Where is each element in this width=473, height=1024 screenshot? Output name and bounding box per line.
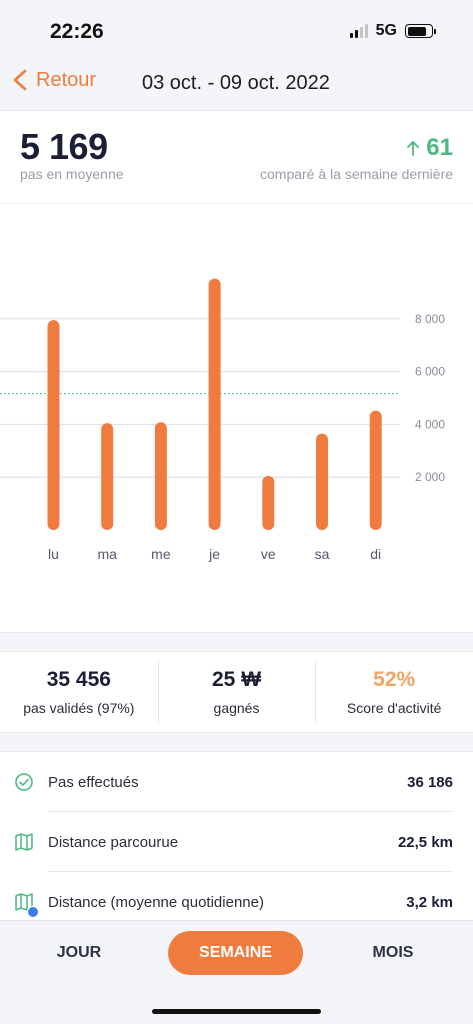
arrow-up-icon	[407, 141, 420, 156]
bar-me[interactable]	[154, 422, 167, 530]
y-tick-label: 4 000	[415, 417, 445, 431]
top-bar: 22:26 5G Retour 03 oct. - 09 oct. 2022	[0, 0, 473, 111]
row-divider	[48, 811, 453, 812]
back-button[interactable]: Retour	[12, 68, 96, 92]
tab-mois[interactable]: MOIS	[372, 944, 414, 961]
bar-di[interactable]	[369, 410, 382, 530]
metric-value: 22,5 km	[397, 833, 453, 851]
bar-je[interactable]	[208, 278, 221, 530]
average-steps-value: 5 169	[20, 126, 108, 167]
period-tab-bar: JOUR SEMAINE MOIS	[0, 920, 473, 1024]
stat-label: gagnés	[213, 700, 260, 716]
bar-ma[interactable]	[101, 423, 114, 530]
y-tick-label: 6 000	[415, 365, 445, 379]
period-title: 03 oct. - 09 oct. 2022	[142, 72, 330, 94]
stat-label: Score d'activité	[346, 700, 442, 716]
x-tick-label: je	[208, 546, 220, 562]
x-tick-label: me	[151, 546, 171, 562]
average-badge-icon	[27, 906, 39, 918]
average-steps-label: pas en moyenne	[20, 166, 124, 182]
metric-row: Distance parcourue 22,5 km	[0, 812, 473, 872]
signal-icon	[349, 24, 368, 38]
bar-sa[interactable]	[316, 433, 328, 530]
tab-semaine[interactable]: SEMAINE	[168, 931, 303, 975]
metric-value: 36 186	[407, 773, 453, 791]
metric-value: 3,2 km	[406, 893, 453, 911]
bar-lu[interactable]	[47, 320, 60, 530]
y-tick-label: 2 000	[415, 470, 445, 484]
status-time: 22:26	[50, 20, 104, 43]
x-tick-label: ma	[97, 546, 117, 562]
metric-label: Distance (moyenne quotidienne)	[48, 893, 264, 911]
section-separator	[0, 632, 473, 652]
status-indicators: 5G	[349, 22, 436, 40]
stat-label: pas validés (97%)	[23, 700, 135, 716]
x-tick-label: sa	[315, 546, 330, 562]
x-tick-label: di	[370, 546, 381, 562]
x-tick-label: lu	[48, 546, 59, 562]
metric-label: Pas effectués	[48, 773, 139, 791]
comparison-label: comparé à la semaine dernière	[260, 166, 453, 182]
stat-item: 25 ₩ gagnés	[157, 652, 316, 732]
map-icon	[14, 832, 34, 852]
bar-ve[interactable]	[262, 475, 275, 530]
stat-item: 52% Score d'activité	[315, 652, 473, 732]
comparison-number: 61	[426, 134, 453, 161]
battery-icon	[405, 24, 436, 38]
stat-value: 35 456	[46, 668, 111, 691]
stat-value: 25 ₩	[212, 668, 262, 691]
metric-row: Pas effectués 36 186	[0, 752, 473, 812]
row-divider	[48, 871, 453, 872]
metric-row: Distance (moyenne quotidienne) 3,2 km	[0, 872, 473, 932]
metric-label: Distance parcourue	[48, 833, 179, 851]
x-tick-label: ve	[261, 546, 276, 562]
comparison-value: 61	[406, 134, 453, 162]
home-indicator[interactable]	[152, 1009, 321, 1014]
back-label: Retour	[36, 68, 97, 91]
network-type: 5G	[375, 22, 397, 39]
map-average-icon	[14, 892, 39, 918]
y-tick-label: 8 000	[415, 312, 445, 326]
stat-value: 52%	[373, 668, 416, 691]
check-circle-icon	[14, 772, 34, 792]
weekly-steps-chart: 2 000 4 000 6 000 8 000 lu ma me je ve sa di	[0, 278, 445, 562]
metrics-list: Pas effectués 36 186 Distance parcourue 22,…	[0, 752, 473, 932]
tab-jour[interactable]: JOUR	[56, 944, 102, 961]
stats-row: 35 456 pas validés (97%) 25 ₩ gagnés 52% Scor…	[0, 652, 473, 732]
chevron-left-icon	[13, 69, 27, 91]
divider	[0, 203, 473, 204]
stat-item: 35 456 pas validés (97%)	[0, 652, 158, 732]
section-separator	[0, 732, 473, 752]
